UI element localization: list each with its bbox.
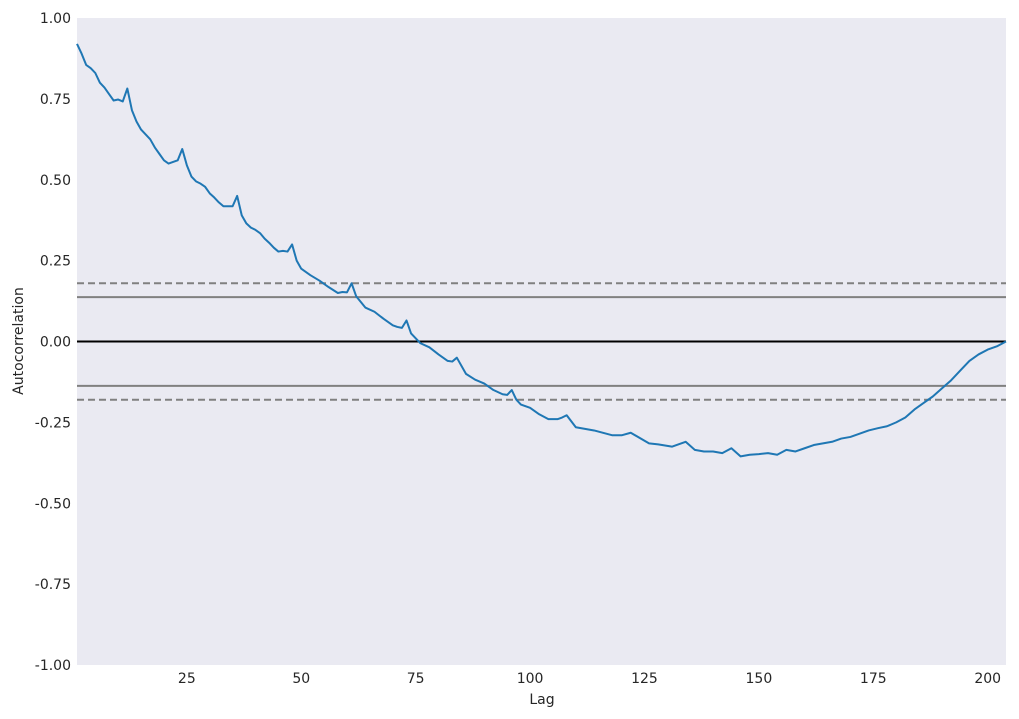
y-tick-label: -0.25 — [35, 415, 71, 431]
reference-lines — [77, 282, 1006, 401]
x-tick-label: 150 — [746, 671, 773, 687]
x-tick-label: 75 — [407, 671, 425, 687]
y-axis-ticks: -1.00 -0.75 -0.50 -0.25 0.00 0.25 0.50 0.75 1.00 — [35, 11, 71, 674]
x-tick-label: 50 — [292, 671, 310, 687]
y-tick-label: -0.50 — [35, 496, 71, 512]
x-tick-label: 25 — [178, 671, 196, 687]
y-tick-label: 0.75 — [40, 92, 71, 108]
y-axis-label: Autocorrelation — [11, 287, 27, 395]
autocorrelation-series-line — [76, 43, 1007, 458]
x-axis-ticks: 25 50 75 100 125 150 175 200 — [178, 671, 1001, 687]
y-tick-label: 0.00 — [40, 335, 71, 351]
x-tick-label: 100 — [517, 671, 544, 687]
y-tick-label: -1.00 — [35, 658, 71, 674]
x-axis-label: Lag — [529, 692, 554, 708]
x-tick-label: 175 — [860, 671, 887, 687]
y-tick-label: 1.00 — [40, 11, 71, 27]
y-tick-label: 0.25 — [40, 254, 71, 270]
x-tick-label: 125 — [631, 671, 658, 687]
y-tick-label: 0.50 — [40, 173, 71, 189]
y-tick-label: -0.75 — [35, 577, 71, 593]
x-tick-label: 200 — [974, 671, 1001, 687]
